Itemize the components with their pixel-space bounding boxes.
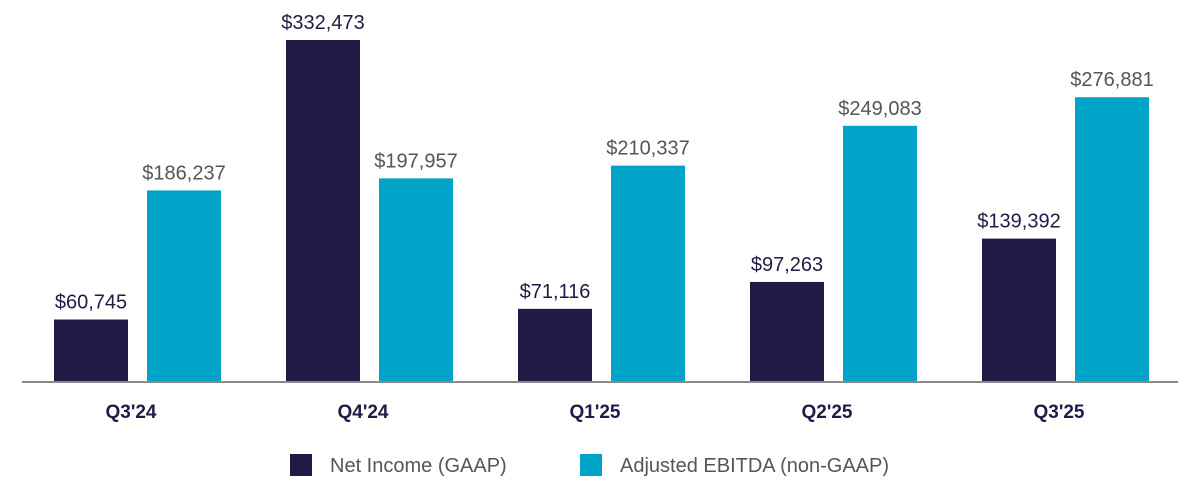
- value-labels-layer: $60,745 $186,237 $332,473 $197,957 $71,116 $2…: [55, 12, 1154, 314]
- legend-swatch-adjusted-ebitda: [580, 454, 602, 476]
- data-label-adjusted-ebitda-1: $197,957: [374, 150, 457, 172]
- legend-label-net-income: Net Income (GAAP): [330, 455, 507, 477]
- legend-label-adjusted-ebitda: Adjusted EBITDA (non-GAAP): [620, 455, 889, 477]
- data-label-adjusted-ebitda-4: $276,881: [1070, 69, 1153, 91]
- bar-adjusted-ebitda-1: [379, 178, 453, 382]
- data-label-net-income-1: $332,473: [281, 12, 364, 34]
- data-label-net-income-2: $71,116: [520, 281, 591, 303]
- data-label-net-income-0: $60,745: [55, 292, 127, 314]
- bar-net-income-0: [54, 319, 128, 382]
- bar-net-income-3: [750, 281, 824, 382]
- bar-net-income-2: [518, 308, 592, 382]
- x-tick-label-4: Q3'25: [1034, 402, 1085, 423]
- legend: Net Income (GAAP) Adjusted EBITDA (non-GA…: [290, 454, 889, 477]
- data-label-adjusted-ebitda-2: $210,337: [606, 138, 689, 160]
- bar-adjusted-ebitda-0: [147, 190, 221, 382]
- data-label-net-income-4: $139,392: [977, 211, 1060, 233]
- bar-adjusted-ebitda-3: [843, 125, 917, 382]
- x-axis-ticks: Q3'24 Q4'24 Q1'25 Q2'25 Q3'25: [106, 402, 1085, 423]
- data-label-adjusted-ebitda-0: $186,237: [142, 162, 225, 184]
- bar-adjusted-ebitda-4: [1075, 97, 1149, 382]
- bar-adjusted-ebitda-2: [611, 165, 685, 382]
- data-label-adjusted-ebitda-3: $249,083: [838, 98, 921, 120]
- bar-net-income-1: [286, 40, 360, 382]
- x-tick-label-0: Q3'24: [106, 402, 157, 423]
- bars-layer: [54, 40, 1149, 382]
- x-tick-label-3: Q2'25: [802, 402, 853, 423]
- legend-swatch-net-income: [290, 454, 312, 476]
- bar-net-income-4: [982, 238, 1056, 382]
- x-tick-label-1: Q4'24: [338, 402, 389, 423]
- data-label-net-income-3: $97,263: [751, 254, 823, 276]
- x-tick-label-2: Q1'25: [570, 402, 621, 423]
